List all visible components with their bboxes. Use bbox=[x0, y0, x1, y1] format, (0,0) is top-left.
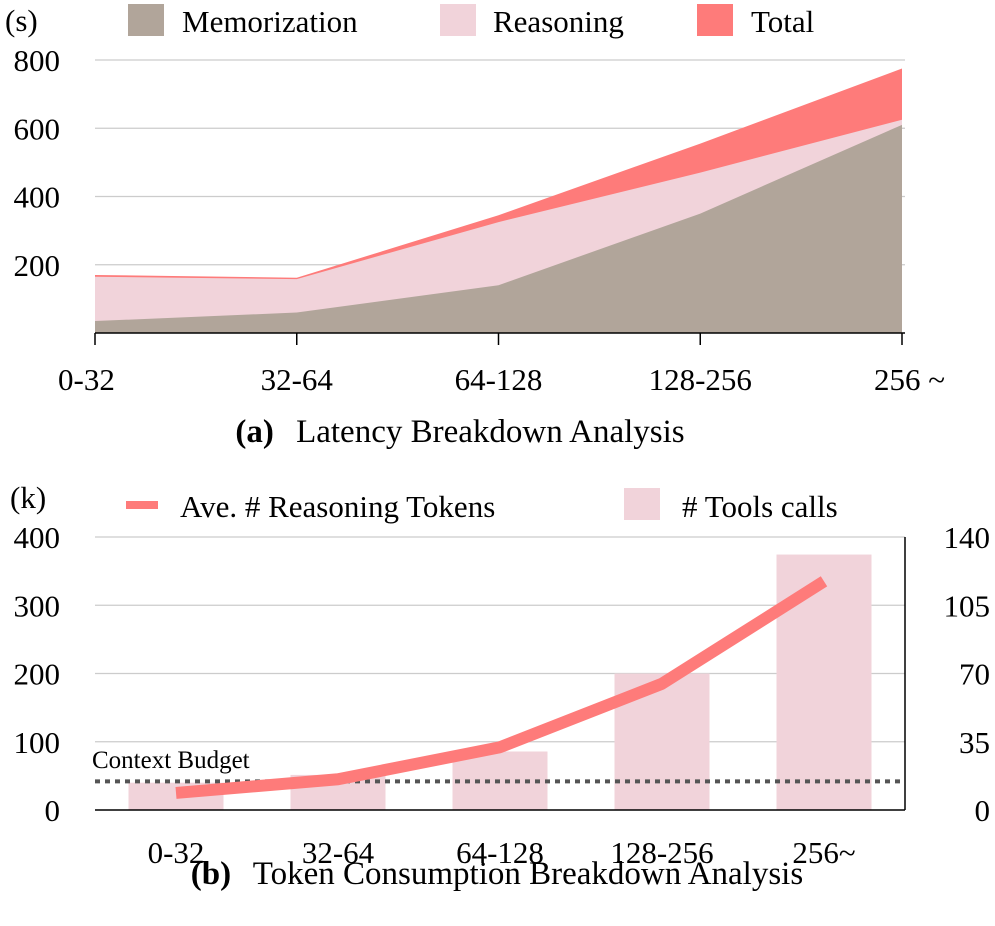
token-y-tick-label-right: 35 bbox=[959, 725, 990, 760]
legend-label-reasoning: Reasoning bbox=[493, 4, 624, 39]
token-y-tick-label-right: 70 bbox=[959, 657, 990, 692]
latency-x-ticks: 0-32 32-64 64-128 128-256 256 ~ bbox=[58, 333, 945, 397]
latency-x-tick-label: 128-256 bbox=[649, 362, 752, 397]
token-caption-label: (b) bbox=[191, 856, 231, 892]
legend-swatch-total bbox=[697, 4, 733, 36]
token-chart: Context Budget 0-32 32-64 64-128 128-256 256… bbox=[10, 480, 990, 892]
latency-y-tick-label: 200 bbox=[14, 248, 61, 283]
latency-caption-label: (a) bbox=[235, 414, 273, 450]
legend-label-total: Total bbox=[751, 4, 814, 39]
token-y-ticks-right: 0 35 70 105 140 bbox=[944, 520, 991, 828]
token-legend: Ave. # Reasoning Tokens # Tools calls bbox=[126, 488, 838, 524]
token-y-tick-label-left: 300 bbox=[14, 588, 61, 623]
token-caption: (b) Token Consumption Breakdown Analysis bbox=[191, 856, 803, 892]
legend-swatch-memorization bbox=[128, 4, 164, 36]
token-x-tick-label: 128-256 bbox=[610, 835, 713, 870]
token-y-tick-label-right: 140 bbox=[944, 520, 991, 555]
legend-swatch-reasoning bbox=[440, 4, 476, 36]
token-y-tick-label-right: 105 bbox=[944, 588, 991, 623]
legend-swatch-tool-calls bbox=[624, 488, 660, 520]
token-y-tick-label-right: 0 bbox=[975, 793, 991, 828]
token-y-tick-label-left: 0 bbox=[45, 793, 61, 828]
latency-legend: Memorization Reasoning Total bbox=[128, 4, 814, 39]
token-x-tick-label: 32-64 bbox=[302, 835, 375, 870]
token-x-ticks: 0-32 32-64 64-128 128-256 256~ bbox=[148, 835, 856, 870]
token-y-unit: (k) bbox=[10, 480, 46, 515]
latency-x-tick-label: 256 ~ bbox=[874, 362, 945, 397]
token-x-tick-label: 256~ bbox=[792, 835, 855, 870]
token-y-ticks-left: 0 100 200 300 400 bbox=[14, 520, 61, 828]
token-x-tick-label: 64-128 bbox=[456, 835, 544, 870]
token-caption-text: Token Consumption Breakdown Analysis bbox=[253, 856, 803, 892]
reasoning-tokens-line bbox=[175, 576, 828, 799]
latency-y-ticks: 200 400 600 800 bbox=[14, 43, 61, 283]
token-y-tick-label-left: 400 bbox=[14, 520, 61, 555]
tool-calls-bar bbox=[776, 554, 872, 810]
latency-chart: 0-32 32-64 64-128 128-256 256 ~ 200 400 600 800… bbox=[5, 3, 945, 450]
latency-x-tick-label: 0-32 bbox=[58, 362, 115, 397]
context-budget-label: Context Budget bbox=[92, 747, 250, 774]
latency-y-tick-label: 600 bbox=[14, 111, 61, 146]
token-bars bbox=[128, 554, 872, 810]
latency-x-tick-label: 64-128 bbox=[455, 362, 543, 397]
latency-y-unit: (s) bbox=[5, 3, 38, 38]
latency-y-tick-label: 800 bbox=[14, 43, 61, 78]
latency-caption: (a) Latency Breakdown Analysis bbox=[235, 414, 684, 450]
legend-label-tool-calls: # Tools calls bbox=[682, 489, 838, 524]
latency-y-tick-label: 400 bbox=[14, 180, 61, 215]
legend-label-memorization: Memorization bbox=[182, 4, 358, 39]
token-y-tick-label-left: 100 bbox=[14, 725, 61, 760]
token-y-tick-label-left: 200 bbox=[14, 657, 61, 692]
latency-areas bbox=[95, 68, 902, 334]
legend-label-reasoning-tokens: Ave. # Reasoning Tokens bbox=[180, 489, 495, 524]
latency-x-tick-label: 32-64 bbox=[261, 362, 334, 397]
latency-caption-text: Latency Breakdown Analysis bbox=[296, 414, 685, 450]
area-memorization bbox=[95, 124, 902, 334]
token-x-tick-label: 0-32 bbox=[148, 835, 205, 870]
